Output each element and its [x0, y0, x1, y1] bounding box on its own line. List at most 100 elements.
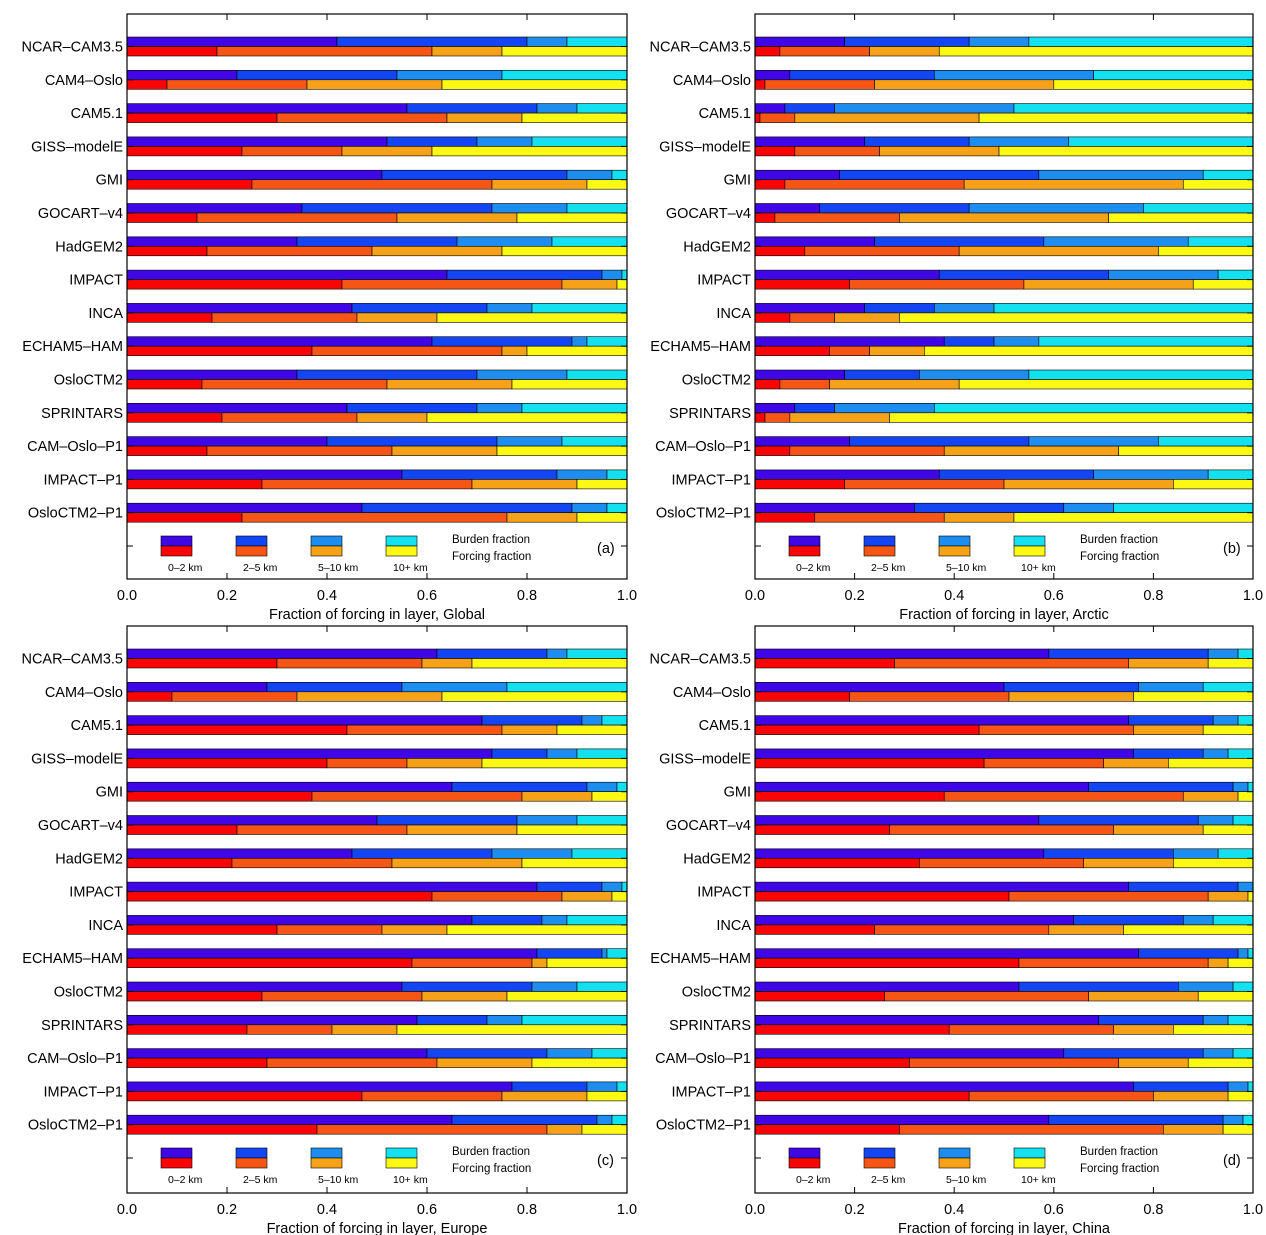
burden-bar-segment: [506, 681, 628, 693]
forcing-bar-segment: [126, 512, 243, 523]
burden-bar-segment: [943, 336, 995, 347]
burden-bar-segment: [1133, 1081, 1229, 1092]
legend-burden-label: Burden fraction: [452, 534, 530, 546]
x-tick-label: 1.0: [617, 588, 637, 604]
burden-bar-segment: [576, 815, 628, 826]
forcing-bar-segment: [521, 791, 593, 802]
x-tick-label: 0.6: [1044, 588, 1064, 604]
burden-bar-segment: [1028, 436, 1159, 447]
burden-bar-segment: [126, 36, 338, 47]
forcing-bar-segment: [406, 824, 518, 835]
burden-bar-segment: [754, 103, 786, 114]
legend-layer-label: 0–2 km: [168, 1174, 203, 1186]
forcing-bar-segment: [206, 246, 373, 257]
forcing-bar-segment: [889, 412, 1254, 423]
legend-swatch-burden: [863, 535, 896, 547]
forcing-bar-segment: [501, 1091, 588, 1102]
forcing-bar-segment: [754, 445, 791, 456]
forcing-bar-segment: [1182, 791, 1239, 802]
legend-swatch-forcing: [310, 1157, 343, 1169]
burden-bar-segment: [754, 436, 850, 447]
forcing-bar-segment: [126, 246, 208, 257]
forcing-bar-segment: [421, 658, 473, 669]
burden-bar-segment: [126, 303, 353, 314]
forcing-bar-segment: [978, 724, 1134, 735]
forcing-bar-segment: [206, 445, 393, 456]
burden-bar-segment: [296, 369, 478, 380]
burden-bar-segment: [126, 236, 298, 247]
burden-bar-segment: [601, 269, 623, 280]
x-tick-label: 0.8: [1143, 1202, 1163, 1218]
model-label: GISS–modelE: [31, 139, 123, 155]
burden-bar-segment: [601, 715, 628, 726]
x-tick-label: 0.0: [117, 588, 137, 604]
burden-bar-segment: [1043, 848, 1174, 859]
model-label: OsloCTM2: [682, 373, 751, 389]
forcing-bar-segment: [1207, 658, 1254, 669]
burden-bar-segment: [491, 848, 573, 859]
burden-bar-segment: [381, 169, 568, 180]
forcing-bar-segment: [126, 312, 213, 323]
model-label: IMPACT–P1: [43, 472, 123, 488]
burden-bar-segment: [521, 1014, 628, 1026]
forcing-bar-segment: [371, 246, 503, 257]
legend-swatch-burden: [788, 1147, 821, 1159]
x-tick-label: 0.4: [317, 588, 337, 604]
forcing-bar-segment: [126, 112, 278, 123]
forcing-bar-segment: [849, 691, 1010, 702]
model-label: OsloCTM2–P1: [28, 506, 123, 522]
forcing-bar-segment: [126, 479, 263, 490]
model-label: ECHAM5–HAM: [650, 339, 751, 355]
burden-bar-segment: [1227, 1081, 1249, 1092]
burden-bar-segment: [754, 815, 1040, 826]
model-label: GMI: [724, 173, 751, 189]
forcing-bar-segment: [126, 279, 343, 290]
forcing-bar-segment: [546, 1124, 583, 1135]
burden-bar-segment: [1093, 70, 1254, 81]
burden-bar-segment: [754, 848, 1045, 859]
forcing-bar-segment: [261, 991, 423, 1002]
burden-bar-segment: [526, 36, 568, 47]
burden-bar-segment: [1068, 136, 1254, 147]
legend-layer-label: 2–5 km: [871, 1174, 906, 1186]
burden-bar-segment: [754, 648, 1050, 659]
legend-swatch-forcing: [1013, 545, 1046, 557]
burden-bar-segment: [839, 169, 1040, 180]
burden-bar-segment: [546, 748, 578, 759]
burden-bar-segment: [1038, 336, 1254, 347]
burden-bar-segment: [126, 1114, 453, 1125]
burden-bar-segment: [754, 1014, 1099, 1026]
model-label: IMPACT: [69, 885, 123, 901]
model-label: CAM–Oslo–P1: [655, 439, 751, 455]
forcing-bar-segment: [246, 1024, 333, 1035]
forcing-bar-segment: [311, 345, 503, 357]
burden-bar-segment: [1247, 948, 1254, 959]
burden-bar-segment: [993, 303, 1254, 314]
burden-bar-segment: [754, 236, 875, 247]
forcing-bar-segment: [581, 1124, 628, 1135]
forcing-bar-segment: [1113, 824, 1204, 835]
x-tick-label: 1.0: [1243, 1202, 1263, 1218]
burden-bar-segment: [754, 70, 791, 81]
forcing-bar-segment: [1128, 658, 1209, 669]
forcing-bar-segment: [779, 379, 831, 390]
burden-bar-segment: [126, 781, 453, 793]
legend-swatch-forcing: [160, 1157, 193, 1169]
forcing-bar-segment: [1197, 991, 1254, 1002]
legend-swatch-burden: [385, 535, 418, 547]
burden-bar-segment: [126, 715, 483, 726]
forcing-bar-segment: [326, 758, 408, 769]
burden-bar-segment: [1038, 169, 1204, 180]
burden-bar-segment: [1217, 848, 1254, 859]
forcing-bar-segment: [1168, 758, 1254, 769]
model-label: GISS–modelE: [659, 139, 751, 155]
forcing-bar-segment: [276, 658, 423, 669]
burden-bar-segment: [1212, 915, 1254, 926]
forcing-bar-segment: [754, 212, 776, 223]
burden-bar-segment: [451, 781, 588, 793]
burden-bar-segment: [566, 648, 628, 659]
burden-bar-segment: [993, 336, 1040, 347]
forcing-bar-segment: [1153, 1091, 1229, 1102]
forcing-bar-segment: [804, 246, 960, 257]
forcing-bar-segment: [789, 312, 835, 323]
